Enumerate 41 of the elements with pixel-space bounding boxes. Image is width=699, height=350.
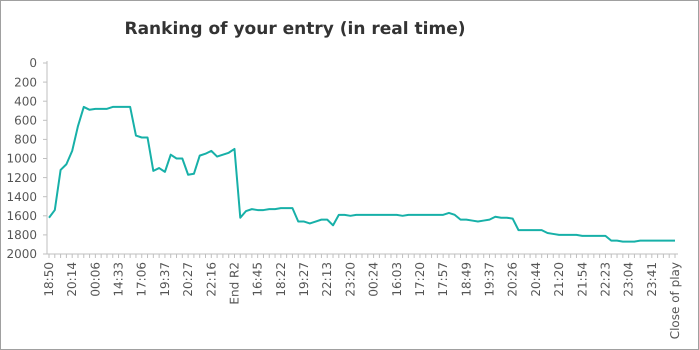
x-tick-label: 20:44 <box>528 262 543 297</box>
x-tick-label: 20:14 <box>65 262 80 297</box>
x-tick-label: Close of play <box>668 262 682 340</box>
y-tick-label: 1000 <box>6 152 37 166</box>
x-tick-label: 18:50 <box>42 262 56 297</box>
x-tick-label: 22:13 <box>320 262 334 297</box>
x-tick-label: 17:20 <box>412 262 427 297</box>
x-tick-label: 17:57 <box>436 262 450 297</box>
x-tick-label: 20:26 <box>506 262 520 297</box>
x-tick-label: 21:54 <box>575 262 590 297</box>
x-tick-label: 19:27 <box>297 262 312 297</box>
y-tick-label: 1600 <box>6 209 37 223</box>
x-tick-label: 19:37 <box>158 262 172 297</box>
y-tick-label: 2000 <box>6 247 37 262</box>
x-tick-label: 17:06 <box>134 262 149 297</box>
x-tick-label: 18:49 <box>459 262 474 297</box>
x-tick-label: 23:20 <box>343 262 358 297</box>
x-tick-label: End R2 <box>227 262 242 305</box>
x-tick-label: 21:20 <box>552 262 566 297</box>
y-tick-label: 1800 <box>6 228 37 242</box>
y-tick-label: 200 <box>14 75 37 90</box>
x-tick-label: 23:41 <box>644 262 659 297</box>
x-tick-label: 19:37 <box>482 262 497 297</box>
x-tick-label: 00:06 <box>88 262 102 297</box>
x-tick-label: 14:33 <box>112 262 126 297</box>
chart-title: Ranking of your entry (in real time) <box>124 19 466 39</box>
x-tick-label: 23:04 <box>622 262 636 297</box>
x-tick-label: 18:22 <box>274 262 288 297</box>
y-tick-label: 1400 <box>6 190 37 204</box>
x-tick-label: 16:03 <box>390 262 404 297</box>
x-tick-label: 22:23 <box>598 262 612 297</box>
y-tick-label: 0 <box>29 56 37 70</box>
x-tick-label: 22:16 <box>204 262 218 297</box>
y-tick-label: 400 <box>14 94 37 108</box>
y-tick-label: 1200 <box>6 170 37 185</box>
line-series <box>48 106 676 243</box>
y-tick-label: 800 <box>14 132 37 147</box>
y-tick-label: 600 <box>14 114 37 128</box>
x-tick-label: 20:27 <box>181 262 196 297</box>
x-tick-label: 00:24 <box>366 262 381 297</box>
x-tick-label: 16:45 <box>250 262 265 297</box>
